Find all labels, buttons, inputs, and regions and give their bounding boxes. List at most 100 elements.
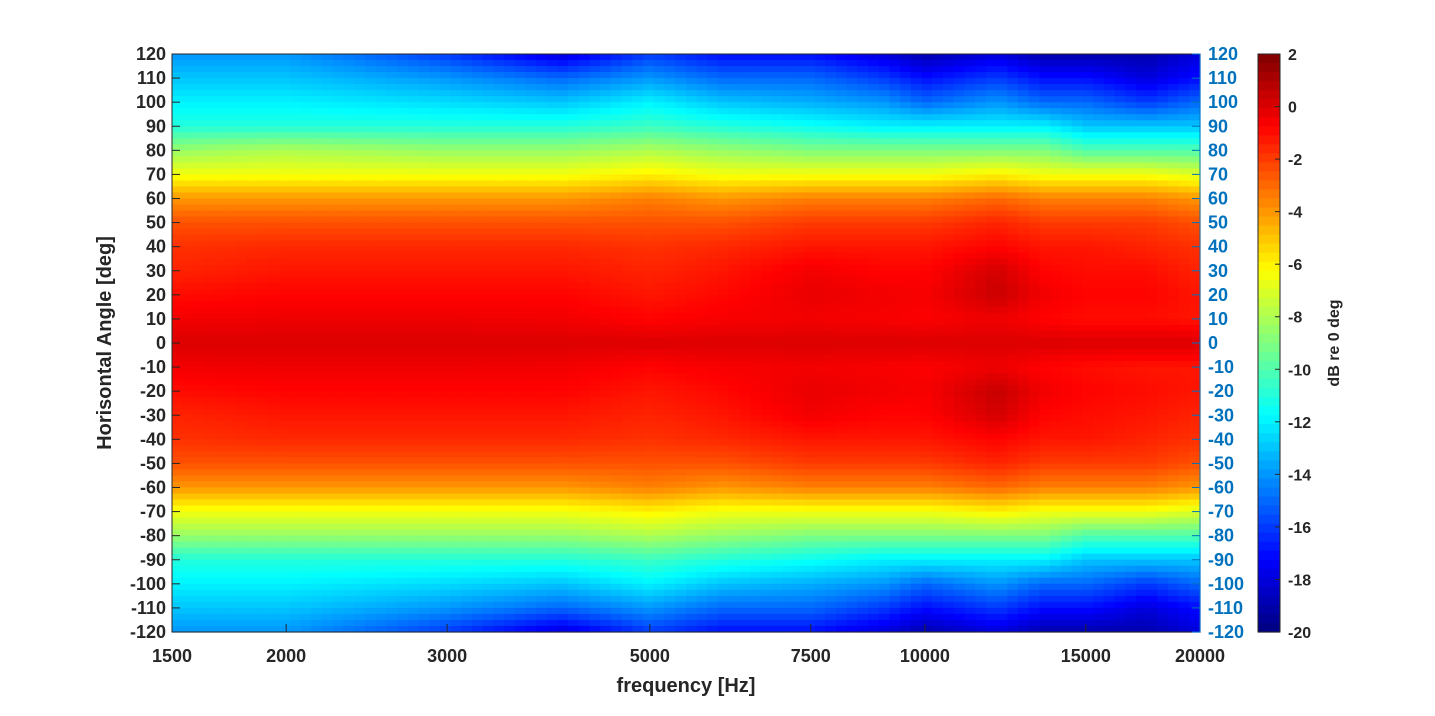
heatmap-cell	[1167, 306, 1180, 314]
heatmap-cell	[1146, 84, 1158, 91]
heatmap-cell	[482, 132, 494, 139]
heatmap-cell	[493, 336, 505, 344]
heatmap-cell	[1178, 96, 1190, 103]
heatmap-cell	[439, 300, 452, 308]
heatmap-cell	[1135, 240, 1148, 248]
heatmap-cell	[1125, 174, 1137, 182]
heatmap-cell	[418, 108, 430, 115]
heatmap-cell	[557, 78, 569, 85]
heatmap-cell	[1017, 210, 1030, 218]
heatmap-cell	[429, 60, 441, 67]
heatmap-cell	[193, 102, 205, 109]
heatmap-cell	[503, 162, 516, 169]
heatmap-cell	[450, 312, 462, 320]
heatmap-cell	[343, 84, 355, 91]
heatmap-cell	[193, 234, 205, 242]
heatmap-cell	[471, 234, 484, 242]
heatmap-cell	[1071, 252, 1083, 260]
heatmap-cell	[289, 96, 302, 103]
heatmap-cell	[1071, 198, 1083, 206]
heatmap-cell	[707, 72, 719, 79]
heatmap-cell	[846, 228, 858, 236]
heatmap-cell	[857, 318, 869, 326]
heatmap-cell	[332, 114, 344, 121]
heatmap-cell	[996, 192, 1008, 200]
heatmap-cell	[760, 258, 773, 266]
heatmap-cell	[1114, 318, 1126, 326]
heatmap-cell	[471, 168, 484, 176]
heatmap-cell	[225, 228, 237, 236]
heatmap-cell	[1028, 78, 1040, 85]
heatmap-cell	[1135, 198, 1148, 206]
heatmap-cell	[975, 150, 987, 157]
heatmap-cell	[1017, 234, 1030, 242]
heatmap-cell	[1167, 114, 1180, 121]
heatmap-cell	[835, 60, 848, 67]
heatmap-cell	[172, 126, 184, 133]
heatmap-cell	[268, 78, 280, 85]
heatmap-cell	[889, 60, 901, 67]
heatmap-cell	[910, 168, 923, 176]
heatmap-cell	[996, 72, 1008, 79]
heatmap-cell	[1082, 180, 1094, 188]
heatmap-cell	[750, 324, 762, 332]
heatmap-cell	[878, 132, 891, 139]
heatmap-cell	[182, 126, 195, 133]
heatmap-cell	[1114, 355, 1126, 362]
heatmap-cell	[1167, 78, 1180, 85]
heatmap-cell	[1125, 186, 1137, 194]
heatmap-cell	[932, 288, 944, 296]
heatmap-cell	[407, 306, 419, 314]
heatmap-cell	[332, 72, 344, 79]
heatmap-cell	[364, 174, 377, 182]
heatmap-cell	[225, 60, 237, 67]
heatmap-cell	[611, 306, 623, 314]
heatmap-cell	[793, 126, 805, 133]
heatmap-cell	[857, 78, 869, 85]
heatmap-cell	[236, 84, 248, 91]
heatmap-cell	[643, 324, 655, 332]
heatmap-cell	[932, 276, 944, 284]
heatmap-cell	[214, 361, 227, 368]
heatmap-cell	[1039, 336, 1051, 344]
heatmap-cell	[643, 78, 655, 85]
heatmap-cell	[1017, 66, 1030, 73]
heatmap-cell	[600, 270, 612, 278]
heatmap-cell	[1082, 156, 1094, 163]
heatmap-cell	[900, 355, 912, 362]
heatmap-cell	[396, 222, 409, 230]
heatmap-cell	[1082, 120, 1094, 127]
heatmap-cell	[1135, 228, 1148, 236]
heatmap-cell	[386, 138, 398, 145]
heatmap-cell	[568, 228, 580, 236]
heatmap-cell	[546, 240, 559, 248]
heatmap-cell	[332, 349, 344, 356]
heatmap-cell	[300, 349, 312, 356]
heatmap-cell	[557, 180, 569, 188]
heatmap-cell	[803, 168, 816, 176]
heatmap-cell	[653, 84, 666, 91]
heatmap-cell	[268, 306, 280, 314]
heatmap-cell	[1114, 210, 1126, 218]
heatmap-cell	[1167, 300, 1180, 308]
heatmap-cell	[557, 270, 569, 278]
heatmap-cell	[1071, 102, 1083, 109]
heatmap-cell	[793, 198, 805, 206]
heatmap-cell	[846, 168, 858, 176]
heatmap-cell	[236, 361, 248, 368]
heatmap-cell	[246, 198, 259, 206]
heatmap-cell	[964, 318, 976, 326]
heatmap-cell	[611, 156, 623, 163]
heatmap-cell	[193, 96, 205, 103]
heatmap-cell	[546, 258, 559, 266]
heatmap-cell	[675, 355, 687, 362]
heatmap-cell	[932, 282, 944, 290]
heatmap-cell	[396, 186, 409, 194]
heatmap-cell	[964, 312, 976, 320]
heatmap-cell	[846, 336, 858, 344]
heatmap-cell	[182, 156, 195, 163]
heatmap-cell	[268, 270, 280, 278]
heatmap-cell	[771, 102, 783, 109]
heatmap-cell	[493, 168, 505, 176]
heatmap-cell	[1189, 192, 1201, 200]
